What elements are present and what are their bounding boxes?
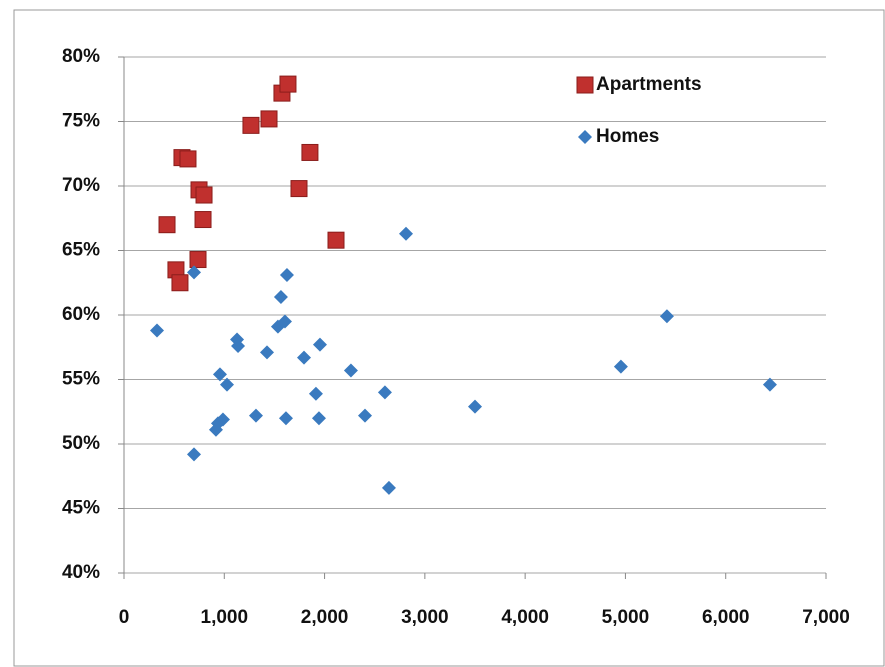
x-tick-label: 0 xyxy=(119,607,130,628)
chart-frame xyxy=(13,9,885,667)
data-point xyxy=(195,186,213,204)
x-tick-label: 1,000 xyxy=(201,607,249,628)
data-point xyxy=(212,367,227,382)
x-tick-label: 4,000 xyxy=(501,607,549,628)
y-tick-label: 55% xyxy=(62,369,100,390)
y-tick-label: 50% xyxy=(62,433,100,454)
y-tick-label: 75% xyxy=(62,111,100,132)
data-point xyxy=(215,412,230,427)
data-point xyxy=(312,337,327,352)
data-point xyxy=(613,359,628,374)
y-tick-label: 80% xyxy=(62,46,100,67)
legend-label: Apartments xyxy=(596,74,702,95)
data-point xyxy=(260,345,275,360)
x-tick-label: 7,000 xyxy=(802,607,850,628)
y-tick-label: 60% xyxy=(62,304,100,325)
data-point xyxy=(762,377,777,392)
y-tick-label: 40% xyxy=(62,562,100,583)
legend-marker xyxy=(576,76,594,94)
data-point xyxy=(297,350,312,365)
x-tick-label: 2,000 xyxy=(301,607,349,628)
data-point xyxy=(468,399,482,414)
y-tick-label: 65% xyxy=(62,240,100,261)
data-point xyxy=(186,447,201,462)
data-point xyxy=(343,363,358,378)
data-point xyxy=(273,289,288,304)
x-tick-label: 6,000 xyxy=(702,607,750,628)
legend-marker xyxy=(578,130,592,144)
legend-label: Homes xyxy=(596,126,659,147)
data-point xyxy=(179,150,197,168)
data-point xyxy=(186,265,201,280)
data-point xyxy=(301,143,319,161)
data-point xyxy=(149,323,164,338)
data-point xyxy=(377,385,392,400)
data-point xyxy=(231,338,246,353)
data-point xyxy=(659,309,674,324)
y-tick-label: 45% xyxy=(62,498,100,519)
data-point xyxy=(158,216,176,234)
data-point xyxy=(189,251,207,269)
data-point xyxy=(399,226,414,241)
data-point xyxy=(277,314,292,329)
data-point xyxy=(219,377,234,392)
x-tick-label: 3,000 xyxy=(401,607,449,628)
data-point xyxy=(311,411,326,426)
data-point xyxy=(194,211,212,229)
y-tick-label: 70% xyxy=(62,175,100,196)
data-point xyxy=(279,75,297,93)
data-point xyxy=(278,411,293,426)
data-point xyxy=(308,386,323,401)
data-point xyxy=(260,110,278,128)
data-point xyxy=(279,268,294,283)
data-point xyxy=(242,116,260,134)
data-point xyxy=(171,274,189,292)
x-tick-label: 5,000 xyxy=(602,607,650,628)
data-point xyxy=(357,408,372,423)
data-point xyxy=(248,408,263,423)
data-point xyxy=(381,480,396,495)
data-point xyxy=(290,180,308,198)
data-point xyxy=(327,231,345,249)
